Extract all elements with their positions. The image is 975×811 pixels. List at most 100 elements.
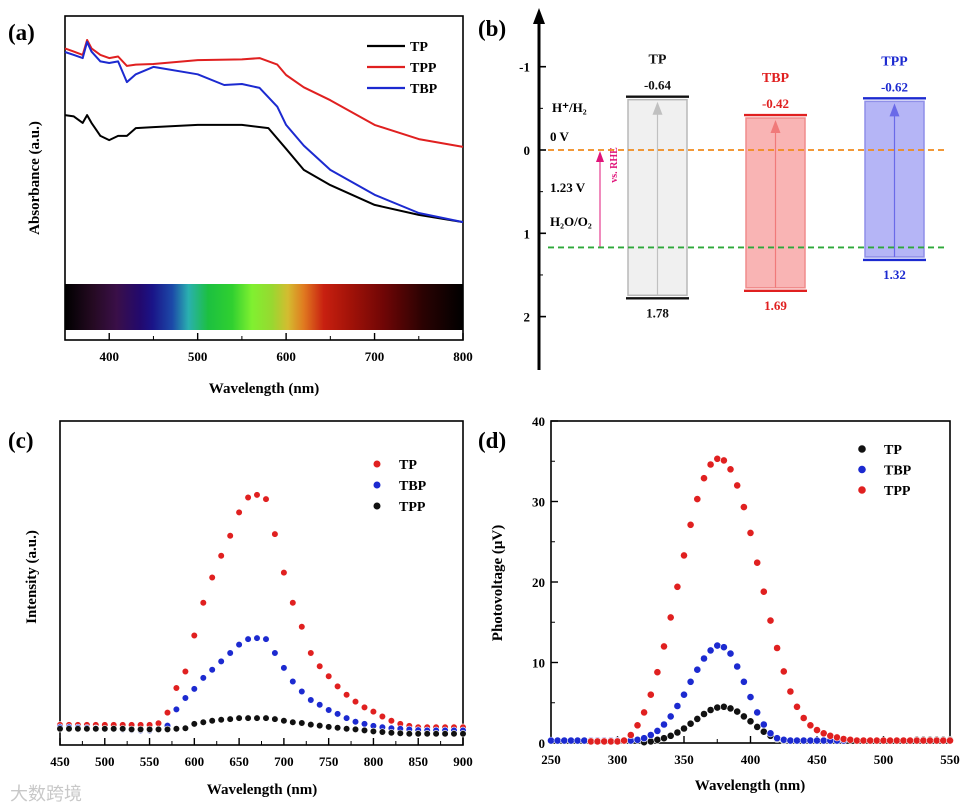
- data-point-tp: [713, 703, 722, 712]
- axis-arrow-icon: [533, 8, 545, 24]
- data-point-tbp: [226, 649, 234, 657]
- data-point-tpp: [706, 460, 715, 469]
- x-tick-label: 450: [50, 754, 70, 769]
- x-tick-label: 500: [874, 752, 894, 767]
- data-point-tpp: [733, 481, 742, 490]
- data-point-tp: [378, 712, 387, 721]
- data-point-tp: [660, 734, 668, 743]
- data-point-tpp: [753, 558, 762, 567]
- data-point-tpp: [899, 736, 908, 745]
- data-point-tp: [700, 710, 708, 718]
- watermark: 大数跨境: [10, 784, 82, 805]
- data-point-tp: [325, 672, 333, 680]
- data-point-tbp: [793, 736, 801, 745]
- zero-v-label: 0 V: [550, 129, 570, 144]
- material-name-tpp: TPP: [881, 54, 908, 69]
- data-point-tp: [154, 719, 163, 727]
- data-point-tp: [387, 717, 396, 725]
- data-point-tpp: [92, 725, 100, 733]
- x-tick-label: 550: [140, 754, 160, 769]
- panel-label-a: (a): [8, 20, 35, 45]
- data-point-tbp: [673, 702, 682, 710]
- data-point-tpp: [779, 667, 788, 676]
- y-tick-label: 30: [532, 495, 545, 510]
- data-point-tp: [706, 706, 715, 714]
- data-point-tbp: [262, 635, 270, 643]
- data-point-tpp: [244, 714, 252, 722]
- x-tick-label: 800: [364, 754, 384, 769]
- data-point-tbp: [706, 646, 715, 655]
- data-point-tp: [666, 731, 675, 740]
- x-tick-label: 400: [741, 752, 761, 767]
- legend-label-tp: TP: [410, 40, 428, 55]
- data-point-tp: [693, 715, 702, 723]
- series-tbp: [56, 634, 467, 735]
- data-point-tpp: [607, 737, 615, 746]
- data-point-tbp: [360, 720, 369, 728]
- data-point-tbp: [181, 694, 189, 702]
- data-point-tpp: [713, 454, 722, 463]
- data-point-tpp: [217, 716, 225, 724]
- data-point-tpp: [146, 725, 154, 734]
- y-tick-label: 10: [532, 656, 545, 671]
- data-point-tpp: [271, 715, 279, 723]
- data-point-tp: [244, 493, 252, 502]
- data-point-tpp: [343, 725, 351, 733]
- data-point-tpp: [137, 725, 145, 734]
- data-point-tpp: [773, 644, 781, 652]
- legend-label-tbp: TBP: [399, 479, 427, 494]
- data-point-tbp: [633, 735, 642, 744]
- data-point-tpp: [846, 735, 855, 744]
- data-point-tpp: [653, 668, 662, 677]
- data-point-tp: [181, 667, 189, 676]
- y-axis-label-a: Absorbance (a.u.): [27, 121, 43, 235]
- data-point-tbp: [573, 736, 582, 745]
- data-point-tbp: [680, 690, 688, 699]
- data-point-tp: [208, 573, 216, 582]
- cb-value-tbp: -0.42: [762, 96, 789, 111]
- x-tick-label: 850: [408, 754, 428, 769]
- data-point-tpp: [360, 726, 369, 735]
- data-point-tp: [351, 697, 360, 706]
- legend-label-tpp: TPP: [884, 484, 911, 499]
- data-point-tpp: [387, 729, 396, 737]
- data-point-tpp: [154, 725, 163, 734]
- data-point-tbp: [190, 685, 198, 693]
- data-point-tbp: [786, 736, 795, 745]
- data-point-tp: [172, 684, 180, 692]
- legend-marker-tbp: [372, 480, 382, 490]
- data-point-tbp: [351, 718, 360, 726]
- data-point-tbp: [653, 727, 662, 735]
- data-point-tpp: [620, 736, 628, 745]
- data-point-tbp: [253, 634, 261, 642]
- data-point-tpp: [262, 714, 270, 722]
- data-point-tbp: [199, 674, 207, 682]
- x-tick-label: 450: [807, 752, 827, 767]
- data-point-tpp: [872, 736, 881, 745]
- data-point-tp: [759, 727, 768, 736]
- data-point-tpp: [432, 730, 440, 738]
- data-point-tp: [199, 599, 207, 607]
- data-point-tpp: [334, 724, 342, 732]
- series-tbp: [547, 641, 848, 745]
- data-point-tp: [369, 707, 378, 716]
- data-point-tbp: [235, 640, 243, 649]
- data-point-tpp: [939, 736, 948, 745]
- data-point-tp: [673, 728, 682, 737]
- x-tick-label: 400: [99, 349, 119, 364]
- x-axis-label-d: Wavelength (nm): [695, 778, 805, 794]
- data-point-tp: [262, 495, 270, 503]
- x-axis-label-a: Wavelength (nm): [209, 381, 319, 397]
- data-point-tpp: [600, 737, 609, 746]
- data-point-tpp: [128, 725, 136, 734]
- series-line-tbp: [64, 40, 464, 224]
- data-point-tpp: [640, 708, 648, 717]
- data-point-tbp: [700, 654, 708, 663]
- data-point-tbp: [580, 736, 589, 745]
- legend-label-tp: TP: [884, 443, 902, 458]
- data-point-tp: [653, 735, 662, 744]
- x-tick-label: 500: [188, 349, 208, 364]
- data-point-tbp: [172, 705, 180, 714]
- x-tick-label: 700: [365, 349, 385, 364]
- vb-value-tbp: 1.69: [764, 298, 787, 313]
